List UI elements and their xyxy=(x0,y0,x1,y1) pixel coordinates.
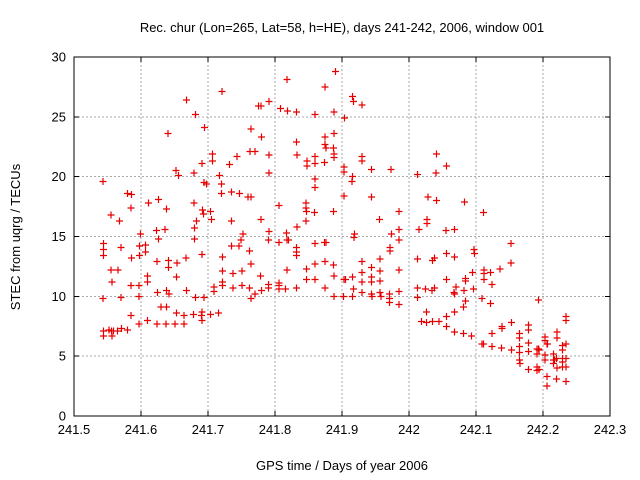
x-axis-label: GPS time / Days of year 2006 xyxy=(256,458,428,473)
x-tick-label: 242.3 xyxy=(594,422,627,437)
y-tick-label: 30 xyxy=(52,50,66,65)
x-tick-label: 241.5 xyxy=(58,422,91,437)
tick-marks xyxy=(73,56,611,417)
y-tick-label: 15 xyxy=(52,229,66,244)
chart-title: Rec. chur (Lon=265, Lat=58, h=HE), days … xyxy=(139,20,545,35)
x-tick-label: 241.6 xyxy=(125,422,158,437)
x-tick-label: 242.1 xyxy=(460,422,493,437)
y-tick-label: 10 xyxy=(52,289,66,304)
y-tick-label: 20 xyxy=(52,169,66,184)
x-tick-label: 241.8 xyxy=(259,422,292,437)
x-tick-label: 241.7 xyxy=(192,422,225,437)
x-tick-label: 241.9 xyxy=(326,422,359,437)
x-tick-label: 242 xyxy=(398,422,420,437)
y-tick-label: 25 xyxy=(52,109,66,124)
y-tick-label: 0 xyxy=(59,409,66,424)
data-points xyxy=(99,68,570,390)
x-tick-label: 242.2 xyxy=(527,422,560,437)
y-tick-label: 5 xyxy=(59,349,66,364)
grid-lines xyxy=(74,57,610,416)
